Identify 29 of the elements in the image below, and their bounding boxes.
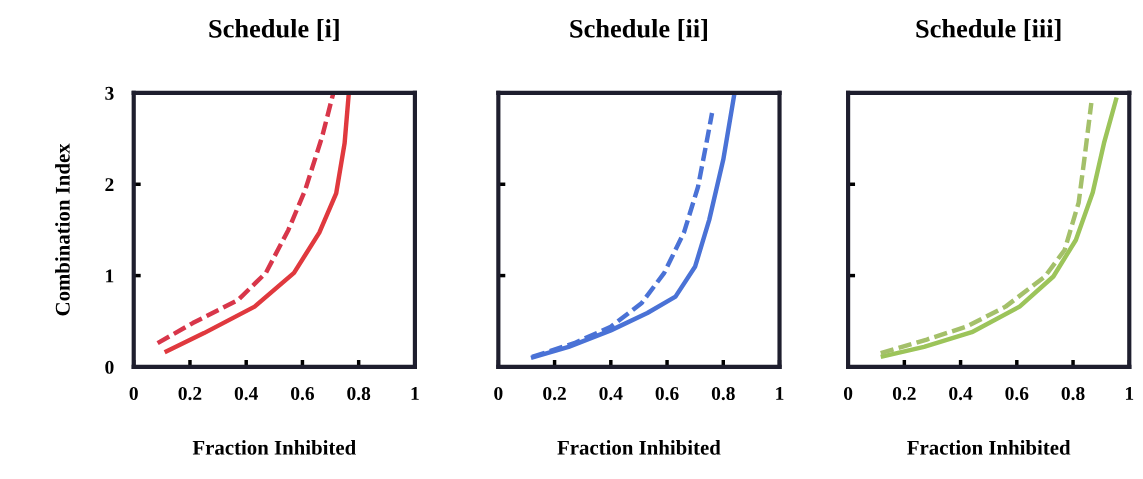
x-tick-label: 0.2 <box>178 386 202 401</box>
chart-title: Schedule [ii] <box>570 19 707 41</box>
y-tick-label: 3 <box>105 86 114 100</box>
y-axis-title: Combination Index <box>55 143 70 316</box>
x-tick-label: 0.8 <box>711 386 735 401</box>
x-tick-label: 1 <box>1125 387 1134 400</box>
x-tick-label: 0 <box>843 386 853 401</box>
chart-title: Schedule [i] <box>209 19 339 41</box>
x-axis-title: Fraction Inhibited <box>557 440 721 455</box>
x-axis-title: Fraction Inhibited <box>192 440 356 455</box>
x-tick-label: 0.6 <box>291 386 315 401</box>
x-tick-label: 0.6 <box>655 386 679 401</box>
y-tick-label: 0 <box>105 360 114 374</box>
x-tick-label: 0 <box>129 386 138 401</box>
x-tick-label: 1 <box>411 387 419 400</box>
x-tick-label: 0.4 <box>599 386 623 401</box>
x-tick-label: 0.2 <box>892 386 916 401</box>
x-tick-label: 0.6 <box>1005 386 1029 401</box>
y-tick-label: 2 <box>105 178 114 191</box>
x-tick-label: 0.4 <box>234 386 258 401</box>
y-tick-label: 1 <box>106 269 114 283</box>
x-tick-label: 0 <box>494 386 503 401</box>
x-tick-label: 1 <box>776 387 784 400</box>
x-tick-label: 0.2 <box>543 386 566 401</box>
chart-title: Schedule [iii] <box>916 19 1061 41</box>
x-tick-label: 0.4 <box>949 386 973 401</box>
x-tick-label: 0.8 <box>1061 386 1085 401</box>
x-axis-title: Fraction Inhibited <box>907 440 1071 455</box>
x-tick-label: 0.8 <box>347 386 371 401</box>
